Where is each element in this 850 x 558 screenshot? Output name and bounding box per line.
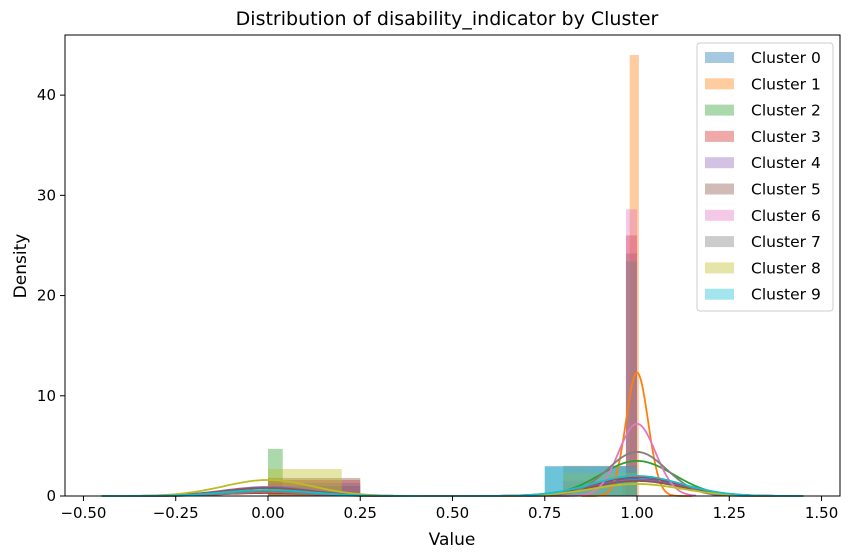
bar-cluster-7-1 (625, 261, 638, 496)
legend-label-cluster-2: Cluster 2 (751, 102, 821, 120)
x-tick-label: 0.75 (528, 504, 561, 522)
legend-swatch-cluster-7 (705, 236, 734, 248)
legend-swatch-cluster-0 (705, 52, 734, 63)
bar-cluster-3-1 (625, 235, 638, 496)
kde-line-cluster-9 (101, 475, 804, 497)
legend-swatch-cluster-8 (705, 262, 734, 274)
x-axis-ticks: −0.50 −0.25 0.00 0.25 0.50 0.75 1.00 1.25 1.50 (60, 496, 838, 522)
bar-cluster-2-0 (267, 448, 283, 496)
x-tick-label: −0.25 (153, 504, 199, 522)
legend-label-cluster-1: Cluster 1 (751, 75, 821, 93)
chart-title: Distribution of disability_indicator by … (236, 8, 659, 30)
bar-cluster-1-0 (629, 55, 639, 496)
legend-swatch-cluster-1 (705, 78, 734, 90)
legend-label-cluster-5: Cluster 5 (751, 181, 821, 199)
legend-label-cluster-8: Cluster 8 (751, 259, 821, 277)
x-tick-label: 1.00 (620, 504, 653, 522)
legend-swatch-cluster-5 (705, 183, 734, 195)
kde-curves (101, 371, 804, 497)
legend-label-cluster-9: Cluster 9 (751, 286, 821, 304)
bar-cluster-5-1 (625, 253, 638, 496)
legend-swatch-cluster-4 (705, 157, 734, 169)
legend-box (696, 42, 834, 312)
bar-cluster-6-0 (625, 209, 638, 496)
legend-swatch-cluster-6 (705, 209, 734, 221)
legend-label-cluster-4: Cluster 4 (751, 154, 821, 172)
y-tick-label: 0 (46, 487, 56, 505)
x-tick-label: 0.50 (436, 504, 469, 522)
x-tick-label: 0.00 (251, 504, 284, 522)
legend-label-cluster-0: Cluster 0 (751, 49, 821, 67)
legend-label-cluster-3: Cluster 3 (751, 128, 821, 146)
x-tick-label: 1.50 (805, 504, 838, 522)
x-tick-label: 1.25 (713, 504, 746, 522)
x-axis-label: Value (429, 530, 476, 550)
legend-swatch-cluster-9 (705, 288, 734, 300)
y-tick-label: 20 (37, 287, 56, 305)
y-tick-label: 10 (37, 387, 56, 405)
x-tick-label: −0.50 (60, 504, 106, 522)
legend-swatch-cluster-3 (705, 130, 734, 142)
y-axis-ticks: 0 10 20 30 40 (37, 86, 65, 505)
y-axis-label: Density (11, 234, 31, 299)
legend-swatch-cluster-2 (705, 104, 734, 116)
y-tick-label: 30 (37, 186, 56, 204)
histogram-bars (267, 55, 639, 496)
x-tick-label: 0.25 (344, 504, 377, 522)
y-tick-label: 40 (37, 86, 56, 104)
legend: Cluster 0 Cluster 1 Cluster 2 Cluster 3 Clus… (696, 42, 834, 312)
legend-label-cluster-6: Cluster 6 (751, 207, 821, 225)
legend-label-cluster-7: Cluster 7 (751, 233, 821, 251)
